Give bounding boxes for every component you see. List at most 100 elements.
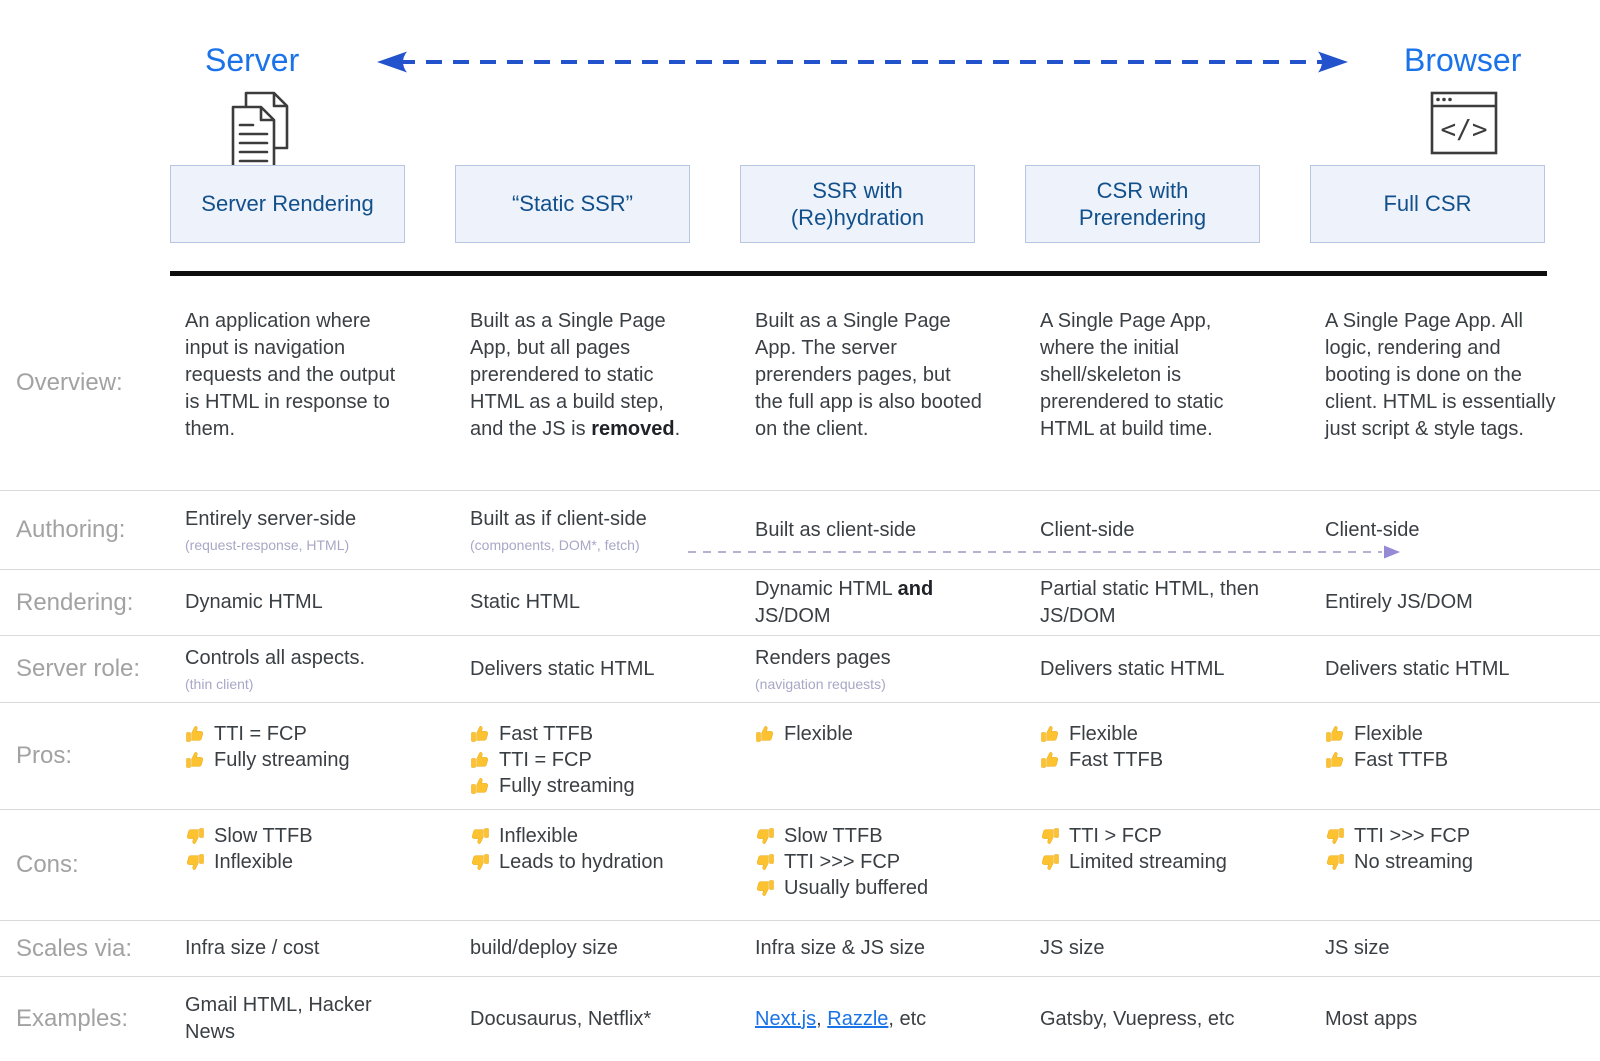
server-browser-arrow [377, 51, 1348, 73]
server-role-cell: Renders pages (navigation requests) [740, 645, 1025, 693]
pros-item-text: Fast TTFB [499, 723, 594, 745]
cons-cell: Inflexible Leads to hydration [455, 810, 740, 875]
thumbs-up-icon [471, 778, 489, 794]
authoring-main: Built as if client-side [470, 508, 647, 530]
row-scales-via: Scales via: Infra size / cost build/depl… [0, 921, 1600, 977]
documents-icon [231, 91, 289, 172]
cons-item-text: Leads to hydration [499, 851, 664, 873]
pros-cell: Flexible Fast TTFB [1025, 703, 1310, 773]
scales-cell: Infra size & JS size [755, 937, 926, 959]
overview-cell: Built as a Single Page App, but all page… [470, 310, 681, 440]
row-authoring: Authoring: Entirely server-side (request… [0, 491, 1600, 570]
table-top-divider [170, 271, 1547, 276]
row-label-server-role: Server role: [16, 655, 141, 682]
server-endpoint-label: Server [205, 42, 300, 78]
row-pros: Pros: TTI = FCP Fully streaming [0, 703, 1600, 810]
rendering-cell: Partial static HTML, then JS/DOM [1040, 577, 1259, 627]
svg-text:</>: </> [1441, 115, 1488, 145]
cons-item-text: Inflexible [499, 825, 578, 847]
pros-item: TTI = FCP [185, 721, 413, 747]
thumbs-down-icon [1041, 854, 1059, 870]
pros-item-text: Fast TTFB [1069, 749, 1164, 771]
pros-item-text: Flexible [784, 723, 853, 745]
authoring-cell: Client-side [1310, 517, 1600, 544]
authoring-cell: Entirely server-side (request-response, … [170, 506, 455, 554]
server-role-sub: (thin client) [185, 676, 254, 692]
cons-item: Inflexible [185, 849, 413, 875]
examples-cell: Most apps [1325, 1007, 1418, 1030]
authoring-main: Client-side [1040, 518, 1135, 541]
pros-item: Fast TTFB [1040, 747, 1268, 773]
scales-cell: JS size [1325, 937, 1390, 959]
server-role-main: Delivers static HTML [1325, 657, 1510, 680]
scales-cell: build/deploy size [470, 937, 618, 959]
pros-item: Flexible [1325, 721, 1558, 747]
cons-item-text: No streaming [1354, 851, 1473, 873]
authoring-sub: (components, DOM*, fetch) [470, 537, 640, 553]
overview-cell: A Single Page App, where the initial she… [1040, 310, 1224, 440]
thumbs-up-icon [1041, 726, 1059, 742]
examples-cell: Next.js, Razzle, etc [755, 1007, 927, 1030]
server-role-main: Renders pages [755, 647, 891, 669]
pros-item-text: Fully streaming [214, 749, 350, 771]
cons-cell: TTI >>> FCP No streaming [1310, 810, 1600, 875]
example-link[interactable]: Razzle [827, 1007, 889, 1030]
pros-cell: Flexible [740, 703, 1025, 747]
authoring-cell: Client-side [1025, 517, 1310, 544]
authoring-sub: (request-response, HTML) [185, 537, 350, 553]
column-header-csr-prerendering: CSR with Prerendering [1025, 165, 1260, 243]
pros-item-text: TTI = FCP [214, 723, 307, 745]
pros-cell: Flexible Fast TTFB [1310, 703, 1600, 773]
overview-cell: Built as a Single Page App. The server p… [755, 310, 982, 440]
authoring-cell: Built as client-side [740, 517, 1025, 544]
row-overview: Overview: An application where input is … [0, 276, 1600, 491]
authoring-cell: Built as if client-side (components, DOM… [455, 506, 740, 554]
server-role-cell: Delivers static HTML [1025, 656, 1310, 683]
cons-item-text: Slow TTFB [214, 825, 313, 847]
examples-cell: Gmail HTML, Hacker News [185, 994, 372, 1043]
rendering-cell: Dynamic HTML and JS/DOM [755, 577, 934, 627]
cons-item-text: Limited streaming [1069, 851, 1227, 873]
cons-item-text: TTI >>> FCP [1354, 825, 1471, 847]
rendering-cell: Entirely JS/DOM [1325, 591, 1473, 613]
thumbs-up-icon [186, 752, 204, 768]
authoring-main: Client-side [1325, 518, 1420, 541]
browser-endpoint-label: Browser [1404, 42, 1522, 78]
pros-item-text: TTI = FCP [499, 749, 592, 771]
row-examples: Examples: Gmail HTML, Hacker News Docusa… [0, 977, 1600, 1061]
cons-item: TTI >>> FCP [1325, 823, 1558, 849]
cons-item: Slow TTFB [185, 823, 413, 849]
thumbs-down-icon [471, 828, 489, 844]
column-header-full-csr: Full CSR [1310, 165, 1545, 243]
server-role-sub: (navigation requests) [755, 676, 886, 692]
row-label-overview: Overview: [16, 369, 123, 396]
pros-item: Flexible [1040, 721, 1268, 747]
column-header-static-ssr: “Static SSR” [455, 165, 690, 243]
pros-item-text: Flexible [1354, 723, 1423, 745]
pros-cell: Fast TTFB TTI = FCP Fully streaming [455, 703, 740, 799]
pros-item-text: Flexible [1069, 723, 1138, 745]
thumbs-down-icon [186, 828, 204, 844]
pros-item: TTI = FCP [470, 747, 698, 773]
diagram-header: Server Browser [0, 0, 1600, 276]
thumbs-down-icon [471, 854, 489, 870]
row-label-cons: Cons: [16, 851, 79, 878]
cons-item: Usually buffered [755, 875, 983, 901]
cons-cell: Slow TTFB Inflexible [170, 810, 455, 875]
column-header-server-rendering: Server Rendering [170, 165, 405, 243]
thumbs-up-icon [186, 726, 204, 742]
cons-item: Leads to hydration [470, 849, 698, 875]
examples-cell: Gatsby, Vuepress, etc [1040, 1007, 1235, 1030]
pros-cell: TTI = FCP Fully streaming [170, 703, 455, 773]
server-role-cell: Delivers static HTML [455, 656, 740, 683]
cons-item: Inflexible [470, 823, 698, 849]
cons-cell: Slow TTFB TTI >>> FCP Usually buffered [740, 810, 1025, 901]
server-role-main: Delivers static HTML [1040, 657, 1225, 680]
cons-item: Limited streaming [1040, 849, 1268, 875]
thumbs-down-icon [756, 854, 774, 870]
thumbs-up-icon [1326, 726, 1344, 742]
server-role-main: Delivers static HTML [470, 657, 655, 680]
thumbs-up-icon [756, 726, 774, 742]
example-link[interactable]: Next.js [755, 1007, 817, 1030]
